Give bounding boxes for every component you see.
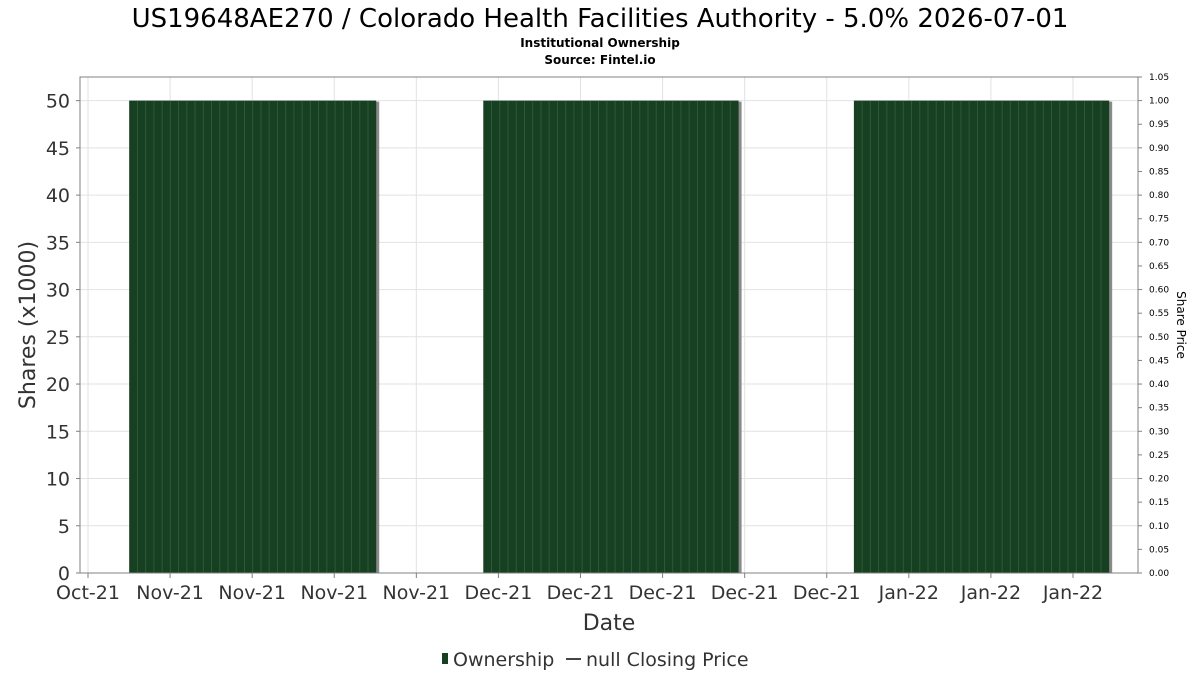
x-tick-label: Dec-21 (465, 582, 533, 604)
y2-tick-label: 0.95 (1149, 120, 1169, 130)
plot-frame (79, 76, 1139, 574)
y-tick-label: 20 (46, 374, 70, 396)
y2-tick-label: 0.50 (1149, 333, 1169, 343)
x-tick-label: Jan-22 (960, 582, 1021, 604)
y2-tick-label: 0.80 (1149, 191, 1169, 201)
y-axis-label: Shares (x1000) (16, 241, 41, 409)
y-tick-label: 0 (58, 563, 70, 585)
x-tick-label: Nov-21 (300, 582, 368, 604)
x-tick-label: Jan-22 (1042, 582, 1103, 604)
y2-tick-label: 0.40 (1149, 380, 1169, 390)
chart-source: Source: Fintel.io (544, 53, 655, 67)
ownership-bar-block (483, 100, 739, 573)
x-tick-label: Nov-21 (218, 582, 286, 604)
x-tick-label: Dec-21 (711, 582, 779, 604)
y-tick-label: 10 (46, 469, 70, 491)
y-tick-label: 50 (46, 91, 70, 113)
y-tick-label: 40 (46, 185, 70, 207)
chart-title: US19648AE270 / Colorado Health Facilitie… (132, 4, 1069, 34)
y-tick-label: 35 (46, 232, 70, 254)
y2-tick-label: 0.55 (1149, 309, 1169, 319)
y-axis: 0 5 10 15 20 25 30 35 40 45 50 (46, 91, 80, 585)
y2-tick-label: 0.90 (1149, 144, 1169, 154)
ownership-bar-block (853, 100, 1110, 573)
y2-tick-label: 0.35 (1149, 404, 1169, 414)
x-axis: Oct-21 Nov-21 Nov-21 Nov-21 Nov-21 Dec-21 Dec-… (56, 573, 1103, 604)
y2-axis-label: Share Price (1174, 291, 1188, 359)
y2-tick-label: 0.30 (1149, 427, 1169, 437)
legend-label-closing-price: null Closing Price (586, 649, 749, 671)
x-tick-label: Nov-21 (383, 582, 451, 604)
y2-tick-label: 1.05 (1149, 73, 1169, 83)
y2-tick-label: 0.00 (1149, 569, 1169, 579)
x-tick-label: Dec-21 (793, 582, 861, 604)
y2-tick-label: 0.10 (1149, 522, 1169, 532)
y2-tick-label: 0.20 (1149, 475, 1169, 485)
y2-tick-label: 0.25 (1149, 451, 1169, 461)
legend: Ownership null Closing Price (442, 649, 749, 671)
y2-tick-label: 0.15 (1149, 498, 1169, 508)
y2-tick-label: 0.70 (1149, 238, 1169, 248)
x-tick-label: Nov-21 (136, 582, 204, 604)
x-tick-label: Oct-21 (56, 582, 120, 604)
y-tick-label: 45 (46, 138, 70, 160)
x-tick-label: Dec-21 (629, 582, 697, 604)
x-tick-label: Jan-22 (878, 582, 939, 604)
y2-tick-label: 0.65 (1149, 262, 1169, 272)
y2-tick-label: 0.60 (1149, 286, 1169, 296)
y-tick-label: 5 (58, 516, 70, 538)
chart-subtitle: Institutional Ownership (520, 36, 680, 50)
y2-tick-label: 0.05 (1149, 545, 1169, 555)
legend-swatch-ownership (442, 653, 448, 664)
bar-series (129, 100, 1113, 573)
y2-axis: 0.00 0.05 0.10 0.15 0.20 0.25 0.30 0.35 0.40 0.45… (1138, 73, 1169, 579)
y-tick-label: 25 (46, 327, 70, 349)
legend-label-ownership: Ownership (453, 649, 554, 671)
x-tick-label: Dec-21 (547, 582, 615, 604)
y2-tick-label: 0.75 (1149, 215, 1169, 225)
y-tick-label: 15 (46, 421, 70, 443)
y2-tick-label: 1.00 (1149, 97, 1169, 107)
y-tick-label: 30 (46, 280, 70, 302)
y2-tick-label: 0.85 (1149, 167, 1169, 177)
y2-tick-label: 0.45 (1149, 356, 1169, 366)
x-axis-label: Date (583, 611, 636, 636)
